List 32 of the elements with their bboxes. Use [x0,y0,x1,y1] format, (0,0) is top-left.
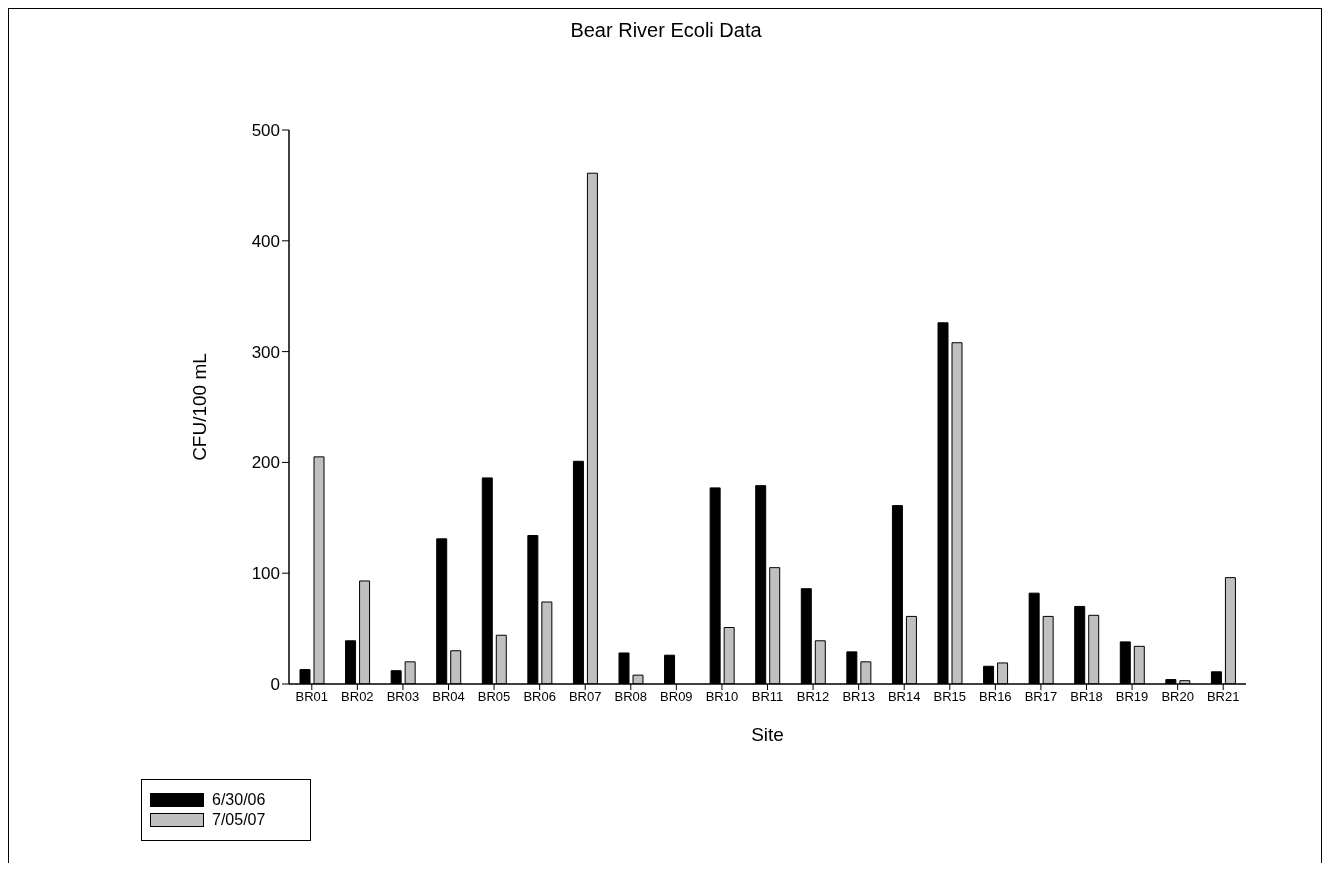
legend-label: 7/05/07 [212,811,266,829]
x-tick-label: BR14 [887,689,921,705]
x-tick-label: BR06 [523,689,556,705]
x-tick-label: BR04 [432,689,465,705]
x-tick-label: BR07 [568,689,602,705]
y-tick-label: 0 [270,675,280,695]
x-tick-label: BR11 [751,689,784,705]
y-tick-label: 300 [251,342,280,362]
y-axis-title: CFU/100 mL [188,353,210,461]
x-tick-label: BR08 [614,689,648,705]
x-tick-label: BR03 [386,689,420,705]
x-tick-label: BR17 [1024,689,1058,705]
y-tick-label: 200 [251,453,280,473]
chart-title: Bear River Ecoli Data [569,19,763,42]
x-tick-label: BR09 [660,689,693,705]
x-tick-label: BR15 [933,689,967,705]
x-axis-title: Site [751,724,784,745]
x-tick-label: BR21 [1206,689,1240,705]
legend-label: 6/30/06 [212,791,266,809]
x-tick-label: BR05 [477,689,511,705]
x-tick-label: BR10 [705,689,739,705]
x-tick-label: BR19 [1115,689,1149,705]
x-tick-label: BR02 [341,689,374,705]
x-tick-label: BR16 [979,689,1012,705]
x-tick-label: BR20 [1161,689,1194,705]
x-tick-label: BR01 [295,689,329,705]
x-tick-label: BR13 [842,689,875,705]
x-tick-label: BR12 [796,689,830,705]
y-tick-label: 100 [251,564,280,584]
x-tick-label: BR18 [1070,689,1103,705]
y-tick-label: 500 [251,121,280,141]
y-tick-label: 400 [251,231,280,251]
